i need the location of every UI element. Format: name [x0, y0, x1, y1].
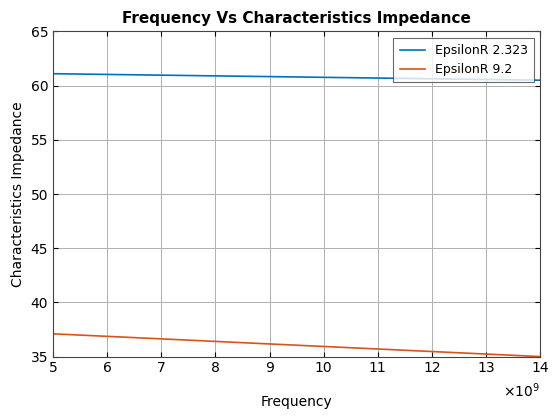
X-axis label: Frequency: Frequency — [261, 395, 333, 409]
EpsilonR 2.323 — [339, 75, 346, 80]
Legend: EpsilonR 2.323, EpsilonR 9.2: EpsilonR 2.323, EpsilonR 9.2 — [393, 38, 534, 82]
EpsilonR 9.2 — [536, 354, 543, 359]
EpsilonR 2.323 — [536, 78, 543, 83]
Line: EpsilonR 2.323: EpsilonR 2.323 — [53, 74, 540, 80]
Y-axis label: Characteristics Impedance: Characteristics Impedance — [11, 101, 25, 287]
EpsilonR 2.323 — [313, 75, 320, 80]
EpsilonR 2.323 — [50, 71, 57, 76]
Title: Frequency Vs Characteristics Impedance: Frequency Vs Characteristics Impedance — [122, 11, 471, 26]
EpsilonR 9.2 — [284, 342, 291, 347]
Text: $\times10^9$: $\times10^9$ — [503, 381, 540, 399]
EpsilonR 9.2 — [525, 354, 532, 359]
EpsilonR 2.323 — [525, 78, 532, 83]
Line: EpsilonR 9.2: EpsilonR 9.2 — [53, 334, 540, 357]
EpsilonR 9.2 — [313, 344, 320, 349]
EpsilonR 2.323 — [284, 74, 291, 79]
EpsilonR 2.323 — [449, 76, 456, 81]
EpsilonR 9.2 — [50, 331, 57, 336]
EpsilonR 9.2 — [281, 342, 288, 347]
EpsilonR 2.323 — [281, 74, 288, 79]
EpsilonR 9.2 — [339, 345, 346, 350]
EpsilonR 9.2 — [449, 350, 456, 355]
